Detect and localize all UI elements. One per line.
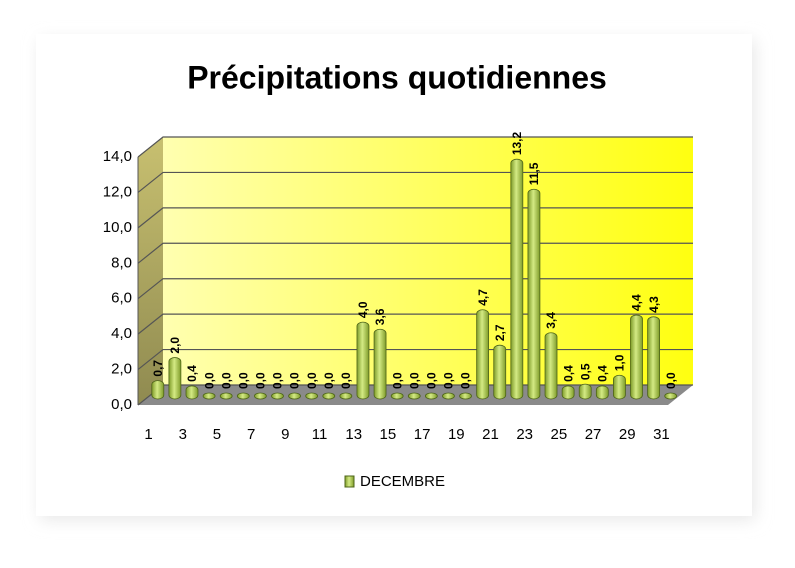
value-label: 4,3 (647, 296, 661, 313)
bar (476, 309, 490, 400)
x-tick-label: 17 (414, 426, 431, 443)
bar (493, 344, 507, 400)
value-label: 0,0 (339, 372, 353, 389)
bar (322, 392, 336, 400)
x-tick-label: 25 (551, 426, 568, 443)
bar (561, 385, 575, 400)
bar (305, 392, 319, 400)
bar (510, 158, 524, 400)
x-tick-label: 29 (619, 426, 636, 443)
value-label: 4,7 (476, 289, 490, 306)
x-tick-label: 31 (653, 426, 670, 443)
x-tick-label: 23 (516, 426, 533, 443)
bar (630, 314, 643, 400)
bar (356, 321, 370, 400)
value-label: 3,4 (544, 312, 558, 329)
bar (578, 383, 592, 400)
bar (544, 332, 558, 400)
bar (647, 316, 660, 400)
bar (390, 392, 404, 400)
y-tick-label: 6,0 (111, 290, 132, 307)
bar (168, 357, 182, 400)
y-tick-label: 2,0 (111, 361, 132, 378)
value-label: 1,0 (613, 354, 627, 371)
y-tick-label: 14,0 (103, 148, 132, 165)
value-label: 0,5 (578, 363, 592, 380)
y-tick-label: 0,0 (111, 396, 132, 413)
value-label: 0,0 (442, 372, 456, 389)
bar (219, 392, 233, 400)
value-label: 0,0 (390, 372, 404, 389)
value-label: 0,0 (425, 372, 439, 389)
bar (459, 392, 472, 400)
bar (236, 392, 250, 400)
y-tick-label: 8,0 (111, 254, 132, 271)
bar (202, 392, 216, 400)
y-tick-label: 4,0 (111, 325, 132, 342)
value-label: 2,0 (168, 337, 182, 354)
bar (664, 392, 678, 400)
bar (288, 392, 301, 400)
value-label: 11,5 (527, 162, 541, 185)
value-label: 0,0 (322, 372, 336, 389)
bar (424, 392, 438, 400)
x-tick-label: 27 (585, 426, 602, 443)
bar (151, 380, 165, 400)
bar (373, 328, 387, 400)
value-label: 13,2 (510, 131, 524, 155)
value-label: 0,0 (305, 372, 319, 389)
x-tick-label: 15 (380, 426, 397, 443)
x-tick-label: 13 (345, 426, 362, 443)
x-tick-label: 1 (144, 426, 152, 443)
value-label: 0,4 (185, 365, 199, 382)
value-label: 0,4 (595, 365, 609, 382)
bar (527, 188, 541, 400)
side-wall (138, 137, 163, 405)
x-tick-label: 9 (281, 426, 289, 443)
value-label: 4,4 (630, 294, 644, 311)
grid-line (137, 136, 693, 158)
x-tick-label: 19 (448, 426, 465, 443)
bar (185, 385, 199, 400)
x-tick-label: 5 (213, 426, 221, 443)
value-label: 3,6 (373, 308, 387, 325)
legend: DECEMBRE (344, 473, 445, 490)
value-label: 2,7 (493, 324, 507, 341)
value-label: 0,7 (151, 360, 165, 377)
bar (407, 392, 421, 400)
value-label: 0,0 (236, 372, 250, 389)
value-label: 0,0 (202, 372, 216, 389)
plot-area: 0,02,04,06,08,010,012,014,010,72,030,4 0,… (103, 131, 693, 443)
value-label: 0,0 (254, 372, 268, 389)
chart-title: Précipitations quotidiennes (187, 59, 607, 95)
value-label: 0,0 (271, 372, 285, 389)
value-label: 0,0 (219, 372, 233, 389)
bar (442, 392, 455, 400)
value-label: 4,0 (356, 301, 370, 318)
value-label: 0,0 (664, 372, 678, 389)
value-label: 0,0 (288, 372, 302, 389)
value-label: 0,0 (459, 372, 473, 389)
bar (253, 392, 267, 400)
legend-swatch (344, 475, 355, 488)
x-tick-label: 11 (312, 426, 328, 443)
bar (613, 374, 626, 400)
x-tick-label: 21 (482, 426, 499, 443)
bar (339, 392, 353, 400)
bar (595, 385, 609, 400)
x-tick-label: 7 (247, 426, 255, 443)
value-label: 0,4 (561, 365, 575, 382)
bar (271, 392, 284, 400)
x-tick-label: 3 (179, 426, 187, 443)
y-tick-label: 12,0 (103, 183, 132, 200)
y-tick-label: 10,0 (103, 219, 132, 236)
back-wall (163, 137, 693, 385)
value-label: 0,0 (407, 372, 421, 389)
legend-label: DECEMBRE (360, 473, 445, 490)
